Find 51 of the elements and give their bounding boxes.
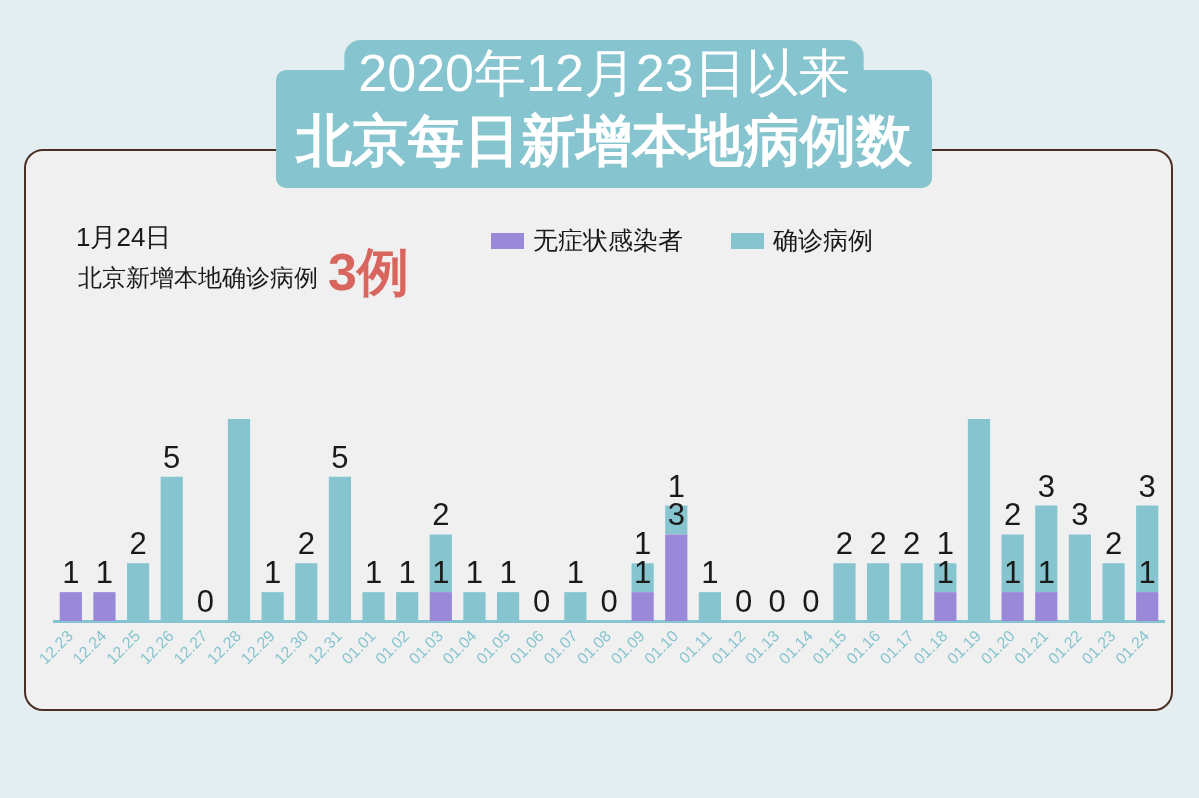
data-label: 2 — [1104, 526, 1123, 562]
legend-label: 确诊病例 — [772, 225, 873, 254]
data-label: 2 — [1004, 497, 1022, 533]
bar — [1136, 505, 1159, 593]
data-label: 5 — [331, 439, 349, 475]
text: 北京新增本地确诊病例 — [78, 264, 318, 291]
data-label: 1 — [95, 555, 114, 591]
chart-subtitle: 北京每日新增本地病例数 — [295, 109, 913, 172]
bar — [631, 592, 654, 621]
data-label: 2 — [129, 526, 147, 562]
data-label: 2 — [869, 526, 887, 562]
text: 3例 — [328, 243, 409, 301]
data-label: 0 — [196, 584, 214, 619]
bar — [1035, 592, 1058, 621]
data-label: 1 — [1138, 555, 1156, 591]
text: 1月24日 — [76, 222, 172, 252]
bar — [59, 592, 82, 621]
data-label: 3 — [1037, 468, 1055, 504]
data-label: 0 — [533, 584, 551, 619]
data-label: 0 — [734, 584, 753, 619]
bar — [1035, 505, 1058, 593]
bar — [1136, 592, 1159, 621]
data-label: 1 — [398, 555, 416, 591]
bar — [93, 592, 116, 621]
data-label: 2 — [835, 526, 854, 562]
bar — [429, 534, 452, 593]
data-label: 0 — [768, 584, 786, 619]
data-label: 1 — [701, 555, 719, 591]
data-label: 1 — [566, 555, 584, 591]
data-label: 1 — [499, 555, 517, 591]
data-label: 1 — [62, 555, 80, 591]
data-label: 2 — [903, 526, 921, 562]
data-label: 5 — [163, 439, 181, 475]
bar — [934, 592, 957, 621]
bar — [665, 534, 688, 621]
chart-title: 2020年12月23日以来 — [358, 44, 850, 102]
bar — [1001, 592, 1024, 621]
data-label: 2 — [432, 497, 450, 533]
data-label: 0 — [600, 584, 618, 619]
data-label: 1 — [264, 555, 282, 591]
data-label: 1 — [1004, 555, 1022, 591]
data-label: 3 — [1138, 468, 1156, 504]
data-label: 3 — [1071, 497, 1089, 533]
data-label: 2 — [297, 526, 315, 562]
bar — [429, 592, 452, 621]
data-label: 0 — [802, 584, 820, 619]
data-label: 1 — [364, 555, 383, 591]
data-label: 1 — [465, 555, 484, 591]
legend-label: 无症状感染者 — [533, 225, 683, 254]
data-label: 1 — [432, 555, 450, 591]
data-label: 1 — [1037, 555, 1055, 591]
